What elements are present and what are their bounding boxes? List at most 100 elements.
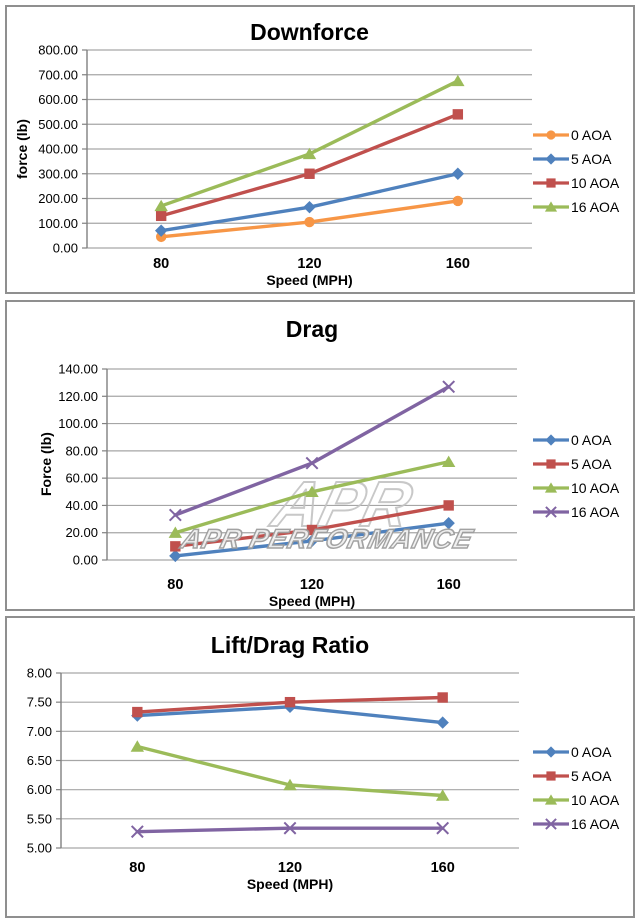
marker-10-aoa	[155, 210, 167, 222]
marker-16-aoa	[130, 825, 144, 839]
y-tick-label: 140.00	[58, 362, 98, 377]
legend-marker-glyph	[545, 153, 557, 165]
legend-marker-16-aoa	[533, 201, 569, 212]
legend-marker-0-aoa	[533, 434, 569, 446]
marker-10-aoa	[435, 789, 450, 801]
legend: 0 AOA 5 AOA 10 AOA 16 AOA	[533, 428, 619, 524]
legend-label: 10 AOA	[571, 480, 620, 496]
y-tick-label: 600.00	[38, 92, 78, 107]
marker-10-aoa	[304, 168, 315, 179]
x-axis-title: Speed (MPH)	[266, 272, 353, 288]
chart-panel-downforce: 0.00 100.00 200.00 300.00 400.00 500.00 600.00…	[5, 5, 635, 294]
legend-marker-16-aoa	[533, 818, 569, 830]
legend-label: 0 AOA	[571, 127, 612, 143]
legend-label: 0 AOA	[571, 744, 612, 760]
y-tick-label: 200.00	[38, 191, 78, 206]
y-tick-label: 800.00	[38, 43, 78, 58]
x-tick-label: 160	[437, 577, 461, 593]
legend-marker-5-aoa	[533, 153, 569, 165]
legend-label: 5 AOA	[571, 768, 612, 784]
legend-marker-glyph	[545, 434, 557, 446]
marker-16-aoa	[305, 456, 319, 470]
x-tick-label: 80	[153, 256, 169, 272]
chart-title: Drag	[285, 316, 339, 342]
legend-marker-10-aoa	[533, 178, 569, 188]
legend-item-0-aoa: 0 AOA	[533, 428, 619, 452]
x-tick-label: 120	[300, 577, 324, 593]
legend-item-0-aoa: 0 AOA	[533, 740, 619, 764]
marker-5-aoa	[154, 224, 168, 237]
legend-marker-5-aoa	[533, 771, 569, 781]
legend-item-0-aoa: 0 AOA	[533, 123, 619, 147]
legend: 0 AOA 5 AOA 10 AOA 16 AOA	[533, 740, 619, 836]
chart-title: Lift/Drag Ratio	[210, 632, 370, 658]
legend-item-5-aoa: 5 AOA	[533, 147, 619, 171]
marker-5-aoa	[437, 692, 448, 703]
legend-item-5-aoa: 5 AOA	[533, 452, 619, 476]
legend-item-5-aoa: 5 AOA	[533, 764, 619, 788]
marker-16-aoa	[436, 821, 450, 835]
y-tick-label: 6.50	[27, 753, 52, 768]
downforce-plot-area: 0.00 100.00 200.00 300.00 400.00 500.00 600.00…	[38, 43, 532, 272]
x-tick-label: 120	[297, 256, 321, 272]
marker-16-aoa	[154, 199, 168, 212]
legend-item-16-aoa: 16 AOA	[533, 195, 619, 219]
marker-10-aoa	[441, 455, 456, 467]
x-axis-title: Speed (MPH)	[246, 876, 334, 892]
marker-5-aoa	[284, 696, 296, 708]
y-axis-title: force (lb)	[14, 119, 30, 179]
marker-16-aoa	[283, 821, 297, 835]
y-tick-label: 120.00	[58, 389, 98, 404]
y-tick-label: 100.00	[58, 416, 98, 431]
y-tick-label: 8.00	[27, 666, 52, 681]
y-tick-label: 7.00	[27, 724, 52, 739]
legend-label: 16 AOA	[571, 199, 620, 215]
y-tick-label: 40.00	[65, 498, 98, 513]
legend-label: 5 AOA	[571, 456, 612, 472]
legend-label: 16 AOA	[571, 816, 620, 832]
marker-10-aoa	[283, 778, 297, 791]
x-tick-label: 80	[167, 577, 183, 593]
chart-title: Downforce	[250, 19, 369, 45]
marker-16-aoa	[302, 147, 317, 160]
y-tick-label: 6.00	[27, 782, 52, 797]
legend-item-10-aoa: 10 AOA	[533, 171, 619, 195]
x-tick-label: 120	[278, 860, 302, 876]
marker-5-aoa	[303, 200, 316, 214]
y-tick-label: 700.00	[38, 67, 78, 82]
legend-marker-glyph	[545, 818, 557, 830]
legend-marker-glyph	[545, 506, 557, 518]
x-tick-label: 160	[431, 860, 455, 876]
marker-5-aoa	[132, 706, 143, 718]
x-tick-label: 80	[129, 860, 145, 876]
legend-marker-glyph	[546, 130, 556, 140]
legend-marker-5-aoa	[533, 459, 569, 469]
y-tick-label: 400.00	[38, 142, 78, 157]
legend-label: 16 AOA	[571, 504, 620, 520]
legend-marker-10-aoa	[533, 794, 569, 805]
lift-drag-ratio-plot-area: 5.00 5.50 6.00 6.50 7.00 7.50 8.00 80 120 160	[27, 666, 519, 876]
legend-marker-glyph	[545, 746, 557, 758]
legend-label: 0 AOA	[571, 432, 612, 448]
marker-0-aoa	[452, 195, 464, 207]
marker-5-aoa	[451, 167, 465, 180]
legend-marker-glyph	[546, 459, 556, 469]
legend-marker-10-aoa	[533, 482, 569, 493]
y-tick-label: 60.00	[65, 471, 98, 486]
y-tick-label: 0.00	[73, 553, 98, 568]
marker-10-aoa	[452, 109, 464, 120]
watermark-text: APR PERFORMANCE	[177, 523, 477, 554]
y-tick-label: 500.00	[38, 117, 78, 132]
marker-10-aoa	[130, 740, 145, 752]
legend-marker-glyph	[544, 482, 558, 493]
y-tick-label: 20.00	[65, 525, 98, 540]
legend-marker-16-aoa	[533, 506, 569, 518]
marker-5-aoa	[306, 524, 318, 536]
legend-item-10-aoa: 10 AOA	[533, 476, 619, 500]
marker-0-aoa	[436, 716, 449, 729]
legend: 0 AOA 5 AOA 10 AOA 16 AOA	[533, 123, 619, 219]
y-tick-label: 80.00	[65, 443, 98, 458]
legend-item-16-aoa: 16 AOA	[533, 812, 619, 836]
legend-marker-glyph	[544, 201, 558, 212]
